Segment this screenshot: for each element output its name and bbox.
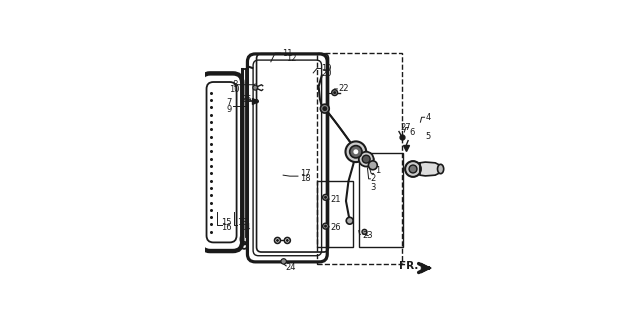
Text: 7: 7 [227,98,232,107]
Text: 6: 6 [410,128,415,137]
Bar [317,53,402,264]
Circle shape [369,161,378,170]
Text: 12: 12 [285,54,296,63]
Text: 17: 17 [300,169,310,178]
Text: 27: 27 [401,123,411,132]
Text: 15: 15 [221,218,232,227]
Circle shape [324,196,327,199]
Circle shape [359,152,374,166]
Circle shape [405,161,421,177]
Circle shape [323,223,328,229]
Circle shape [281,259,286,264]
Circle shape [253,85,258,90]
Text: 13: 13 [237,218,248,227]
Text: 22: 22 [339,84,349,93]
Circle shape [362,229,367,234]
Text: 9: 9 [227,105,232,114]
Text: 18: 18 [300,174,310,183]
Bar [317,181,353,247]
Circle shape [346,217,353,224]
Text: 26: 26 [330,223,341,232]
Circle shape [353,149,358,154]
Text: 8: 8 [233,80,238,89]
Text: 1: 1 [375,166,380,175]
Text: 3: 3 [371,183,376,192]
Circle shape [346,141,366,162]
Circle shape [321,104,329,113]
Text: 20: 20 [321,69,332,78]
Bar [359,153,403,247]
Text: 23: 23 [362,231,372,240]
Text: 10: 10 [230,85,240,94]
Text: 11: 11 [282,49,293,58]
Text: 5: 5 [426,132,431,141]
Circle shape [333,91,336,94]
Circle shape [332,90,338,96]
Circle shape [349,146,362,158]
Circle shape [286,239,289,242]
Circle shape [323,106,327,111]
Text: 21: 21 [330,195,341,204]
Text: 24: 24 [285,262,296,272]
Circle shape [324,225,327,228]
Text: 16: 16 [221,223,232,232]
Circle shape [409,165,417,173]
Text: FR.: FR. [399,260,418,271]
Text: 14: 14 [240,223,250,232]
Circle shape [362,155,370,163]
Polygon shape [420,162,440,176]
Circle shape [276,239,279,242]
Text: 4: 4 [426,113,431,122]
Circle shape [275,237,280,244]
Ellipse shape [438,164,444,174]
Circle shape [323,194,328,200]
Text: 25: 25 [241,95,252,105]
Text: 2: 2 [371,174,376,183]
Circle shape [284,237,291,244]
Text: 19: 19 [321,64,332,73]
